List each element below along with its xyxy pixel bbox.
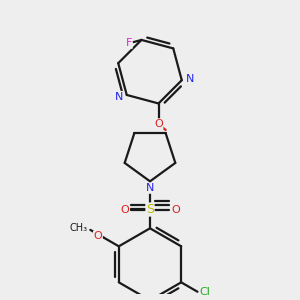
Text: F: F <box>126 38 132 48</box>
Text: CH₃: CH₃ <box>69 223 87 233</box>
Text: N: N <box>115 92 123 101</box>
Text: S: S <box>146 203 154 216</box>
Text: N: N <box>185 74 194 84</box>
Text: O: O <box>120 205 129 214</box>
Text: N: N <box>146 183 154 193</box>
Text: O: O <box>171 205 180 214</box>
Text: Cl: Cl <box>200 287 211 297</box>
Text: O: O <box>154 119 163 129</box>
Text: O: O <box>94 231 102 241</box>
